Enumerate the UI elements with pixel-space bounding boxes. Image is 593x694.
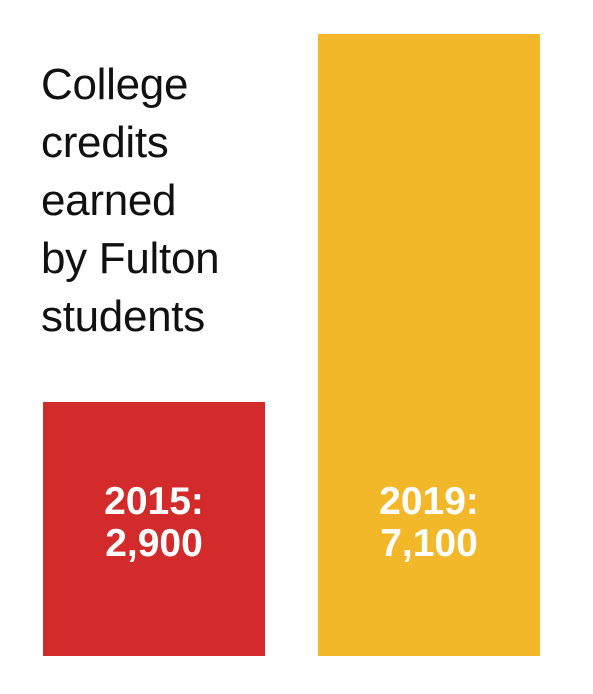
bar-label-2015-line-1: 2015: <box>104 480 204 523</box>
bar-label-2015-line-2: 2,900 <box>105 522 203 565</box>
chart-title: College credits earned by Fulton student… <box>41 60 220 341</box>
bar-label-2019-line-1: 2019: <box>379 480 479 523</box>
bar-2015 <box>43 401 265 656</box>
data-labels-layer: 2015:2,900 2019:7,100 <box>104 480 479 565</box>
bar-label-2019-line-2: 7,100 <box>380 522 478 565</box>
bar-2019 <box>318 34 540 656</box>
bars-layer <box>43 34 540 656</box>
